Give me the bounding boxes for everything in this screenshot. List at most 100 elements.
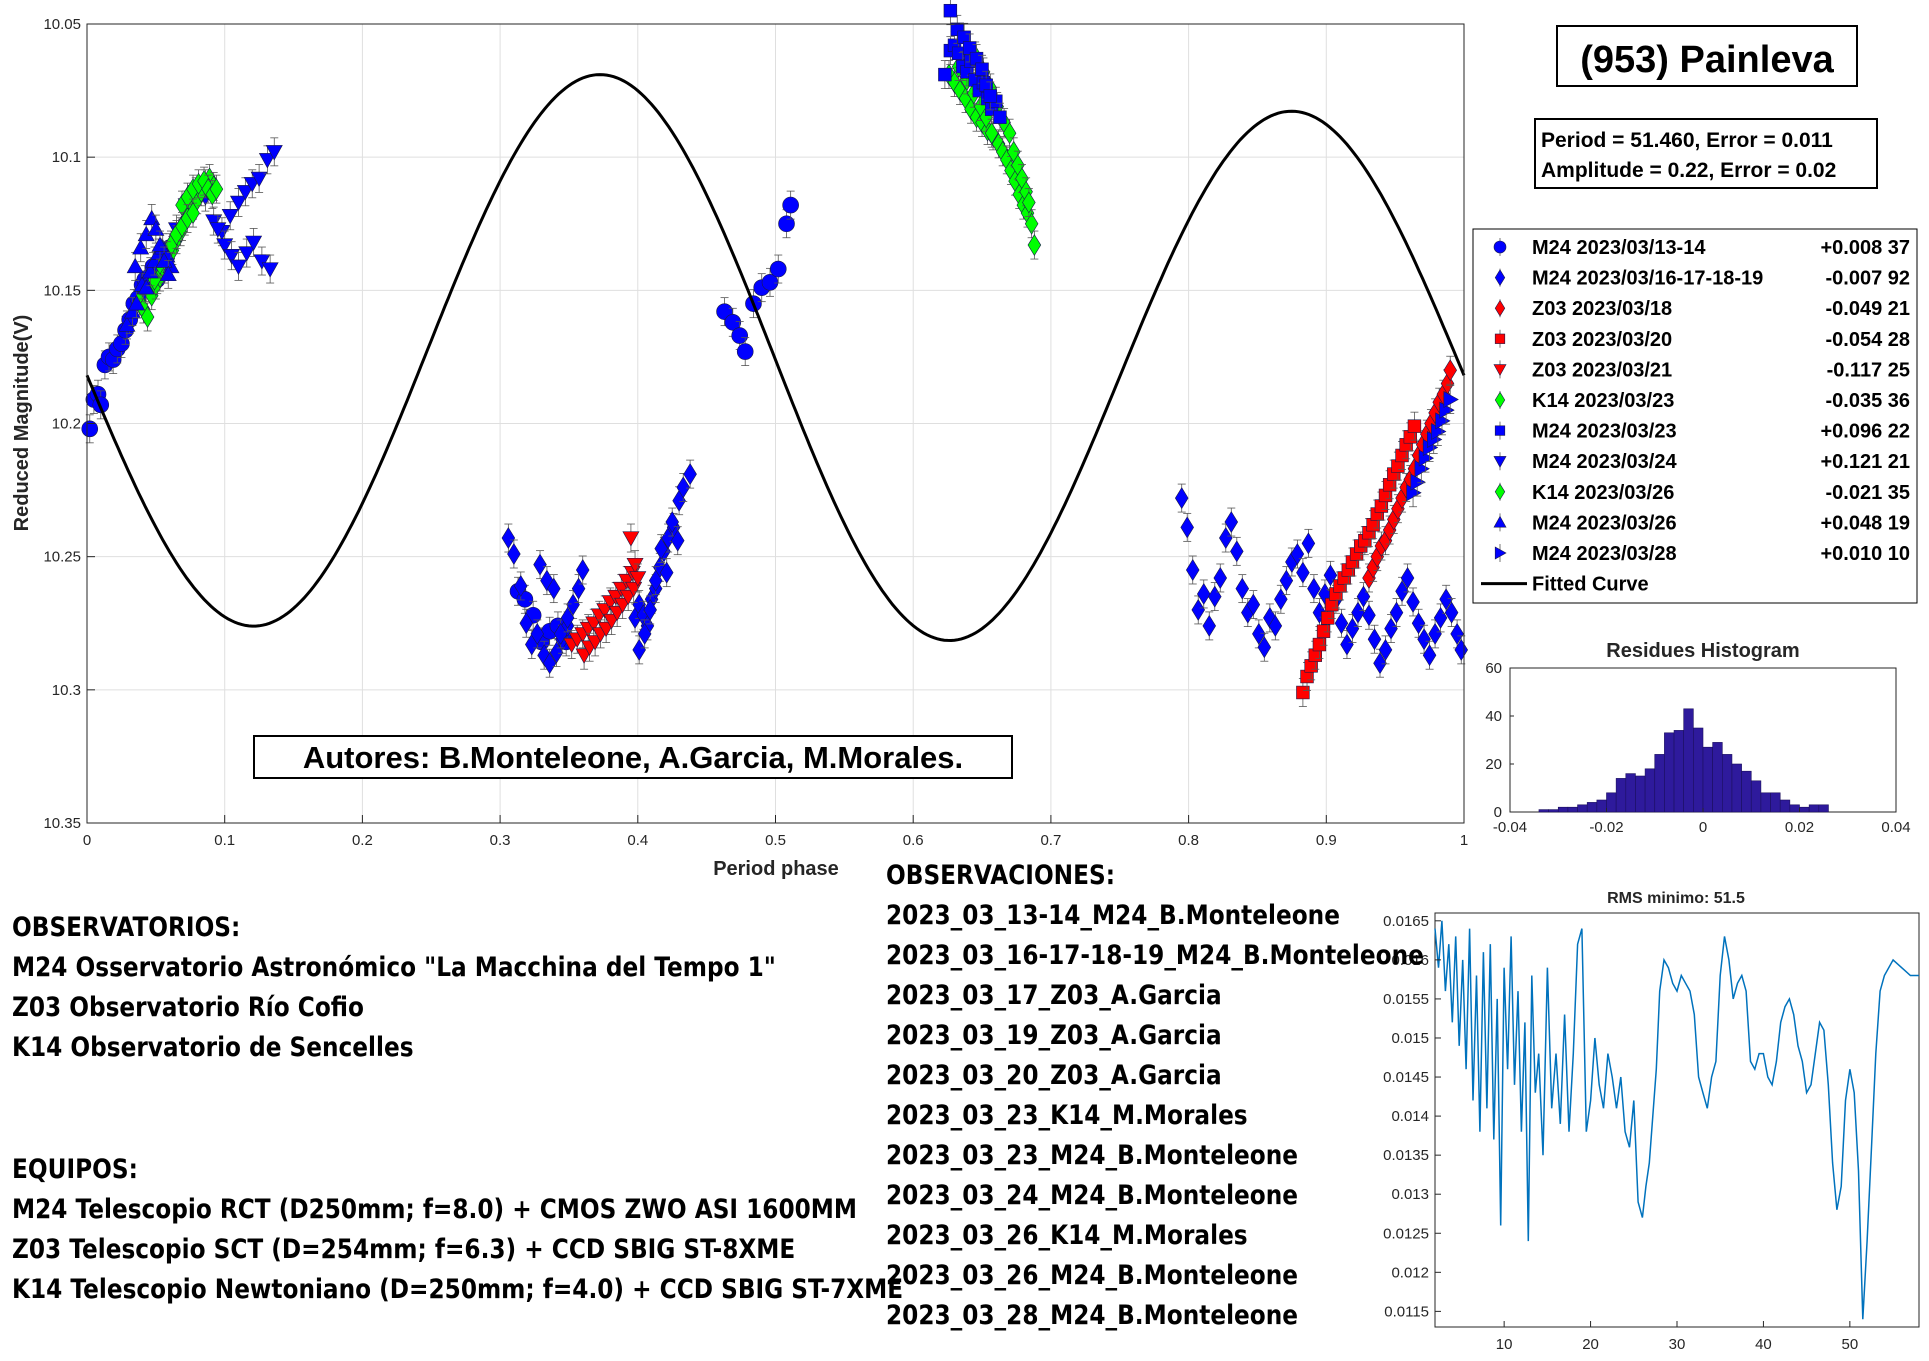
histogram-bar — [1731, 763, 1742, 813]
legend-label: M24 2023/03/16-17-18-19 — [1532, 268, 1763, 290]
rms-y-tick-label: 0.014 — [1391, 1108, 1429, 1125]
data-point — [261, 262, 279, 278]
data-point — [253, 254, 271, 270]
data-point — [1296, 561, 1310, 584]
histogram-bar — [1673, 730, 1685, 813]
chart-title: (953) Painleva — [1580, 39, 1834, 81]
data-point — [683, 463, 697, 486]
data-point — [1356, 585, 1371, 608]
x-tick-label: 0.5 — [765, 832, 786, 849]
histogram-bar — [1702, 746, 1713, 813]
data-point — [1334, 612, 1349, 635]
data-point — [1180, 516, 1194, 539]
histogram-bar — [1683, 708, 1694, 813]
data-point — [132, 239, 150, 255]
histogram-bar — [1557, 806, 1569, 813]
data-point — [643, 598, 657, 621]
data-point — [1378, 638, 1393, 661]
rms-title: RMS minimo: 51.5 — [1607, 890, 1745, 907]
data-point — [560, 606, 575, 629]
data-point — [1443, 359, 1457, 382]
observatorios-heading: OBSERVATORIOS: — [12, 912, 241, 943]
histogram-bar — [1664, 732, 1675, 813]
data-point — [1439, 588, 1453, 611]
histogram-bar — [1750, 780, 1762, 813]
legend-marker — [1494, 299, 1506, 317]
histogram-bar — [1577, 804, 1588, 813]
histogram-bar — [1654, 754, 1665, 813]
data-point — [209, 222, 227, 238]
hist-y-tick-label: 40 — [1485, 708, 1502, 725]
rms-y-tick-label: 0.0115 — [1384, 1303, 1429, 1320]
data-point — [1417, 628, 1431, 651]
rms-plot: RMS minimo: 51.5 10 20 30 40 50 0.0165 0.016 0.… — [1383, 890, 1920, 1353]
observacion-item: 2023_03_23_K14_M.Morales — [886, 1100, 1248, 1131]
data-point — [1367, 628, 1382, 651]
data-point — [209, 178, 224, 201]
data-point — [1411, 612, 1426, 635]
fit-info-box: Period = 51.460, Error = 0.011 Amplitude… — [1534, 118, 1878, 189]
data-point — [659, 561, 674, 584]
data-point — [1439, 401, 1455, 419]
x-tick-label: 0.1 — [214, 832, 235, 849]
data-point — [1433, 606, 1448, 629]
data-point — [769, 260, 787, 278]
equipos-block: EQUIPOS: M24 Telescopio RCT (D250mm; f=8… — [12, 1150, 903, 1310]
histogram-bar — [1635, 775, 1646, 813]
legend-marker — [1494, 333, 1506, 344]
data-point — [1235, 577, 1250, 600]
data-point — [1191, 598, 1205, 621]
hist-x-tick-label: 0.02 — [1785, 819, 1814, 836]
legend-offset: -0.007 92 — [1825, 268, 1910, 290]
data-point — [1002, 122, 1017, 145]
rms-y-tick-label: 0.0155 — [1383, 991, 1429, 1008]
legend-label: K14 2023/03/26 — [1532, 482, 1674, 504]
data-point — [938, 67, 952, 82]
histogram-bar — [1741, 770, 1752, 813]
histogram-bar — [1625, 773, 1636, 813]
observacion-item: 2023_03_19_Z03_A.Garcia — [886, 1020, 1222, 1051]
x-tick-label: 0.6 — [903, 832, 924, 849]
data-point — [1340, 633, 1354, 656]
rms-y-tick-label: 0.0145 — [1383, 1069, 1429, 1086]
title-box: (953) Painleva — [1556, 25, 1858, 87]
data-point — [1422, 644, 1437, 667]
x-tick-label: 0.7 — [1040, 832, 1061, 849]
histogram-bar — [1779, 799, 1791, 813]
data-point — [1174, 487, 1189, 510]
legend-marker — [1494, 269, 1506, 286]
rms-ticks: 10 20 30 40 50 0.0165 0.016 0.0155 0.015 0.0145 0.… — [1383, 913, 1858, 1353]
data-point — [629, 571, 647, 587]
y-tick-label: 10.05 — [43, 16, 81, 33]
data-point — [1027, 234, 1042, 257]
data-point — [128, 295, 146, 311]
data-point — [1389, 601, 1404, 624]
data-point — [736, 343, 754, 360]
rms-x-tick-label: 50 — [1842, 1336, 1859, 1353]
fitted-curve-line — [85, 73, 1466, 643]
rms-y-tick-label: 0.0135 — [1383, 1147, 1429, 1164]
legend-label: K14 2023/03/23 — [1532, 390, 1674, 412]
data-point — [1316, 624, 1331, 638]
equipos-heading: EQUIPOS: — [12, 1154, 138, 1185]
data-point — [566, 593, 580, 616]
legend-marker — [1493, 364, 1507, 377]
data-point — [1257, 636, 1272, 659]
legend-marker — [1494, 483, 1506, 501]
legend-offset: +0.008 37 — [1820, 237, 1910, 259]
legend-label: M24 2023/03/24 — [1532, 451, 1677, 473]
data-point — [533, 553, 547, 576]
hist-x-tick-label: 0 — [1699, 819, 1707, 836]
rms-x-tick-label: 20 — [1582, 1336, 1599, 1353]
rms-y-tick-label: 0.013 — [1391, 1186, 1429, 1203]
data-point — [1246, 593, 1261, 616]
data-point — [1296, 685, 1310, 700]
data-point — [724, 313, 742, 331]
data-point — [1307, 577, 1321, 600]
data-point — [245, 235, 263, 252]
legend-label: Z03 2023/03/20 — [1532, 329, 1672, 351]
data-point — [1024, 212, 1039, 235]
legend-offset: +0.121 21 — [1820, 451, 1910, 473]
rms-y-tick-label: 0.0125 — [1383, 1225, 1429, 1242]
data-point — [1323, 564, 1338, 587]
